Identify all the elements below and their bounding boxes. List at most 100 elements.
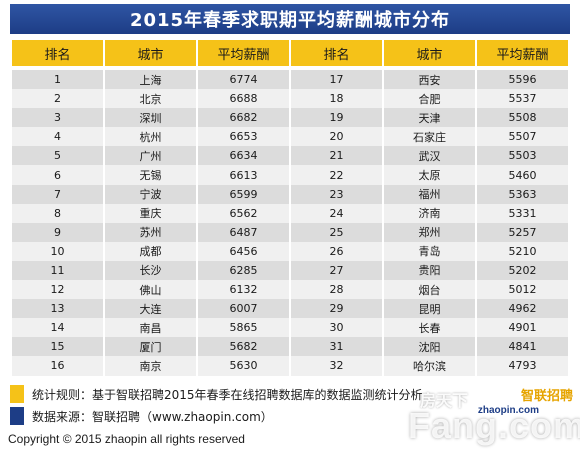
rank-cell: 28: [291, 280, 382, 300]
city-cell: 沈阳: [384, 337, 475, 357]
salary-cell: 5630: [198, 356, 289, 376]
salary-cell: 5682: [198, 337, 289, 357]
salary-cell: 5507: [477, 127, 568, 147]
salary-cell: 6682: [198, 108, 289, 128]
rank-cell: 30: [291, 318, 382, 338]
salary-cell: 6688: [198, 89, 289, 109]
rank-cell: 20: [291, 127, 382, 147]
city-cell: 哈尔滨: [384, 356, 475, 376]
city-cell: 厦门: [105, 337, 196, 357]
rank-cell: 3: [12, 108, 103, 128]
salary-cell: 5508: [477, 108, 568, 128]
city-cell: 石家庄: [384, 127, 475, 147]
salary-cell: 5363: [477, 184, 568, 204]
table-row: 3 深圳 6682 19 天津 5508: [12, 108, 568, 128]
salary-cell: 6562: [198, 203, 289, 223]
rank-cell: 10: [12, 241, 103, 261]
rank-cell: 15: [12, 337, 103, 357]
rank-cell: 11: [12, 260, 103, 281]
table-row: 8 重庆 6562 24 济南 5331: [12, 203, 568, 223]
salary-cell: 6456: [198, 241, 289, 261]
city-cell: 重庆: [105, 203, 196, 223]
column-header: 城市: [384, 40, 475, 70]
table-row: 14 南昌 5865 30 长春 4901: [12, 318, 568, 338]
column-header: 平均薪酬: [477, 40, 568, 70]
rank-cell: 19: [291, 108, 382, 128]
city-cell: 贵阳: [384, 260, 475, 281]
city-cell: 上海: [105, 70, 196, 90]
table-row: 7 宁波 6599 23 福州 5363: [12, 184, 568, 204]
salary-cell: 6599: [198, 184, 289, 204]
rank-cell: 22: [291, 165, 382, 185]
city-cell: 郑州: [384, 222, 475, 242]
salary-cell: 6634: [198, 146, 289, 166]
city-cell: 天津: [384, 108, 475, 128]
city-cell: 长春: [384, 318, 475, 338]
city-cell: 长沙: [105, 260, 196, 281]
rank-cell: 4: [12, 127, 103, 147]
city-cell: 西安: [384, 70, 475, 90]
salary-cell: 5012: [477, 280, 568, 300]
city-cell: 杭州: [105, 127, 196, 147]
data-source-note: 数据来源：智联招聘（www.zhaopin.com）: [10, 405, 570, 427]
copyright-text: Copyright © 2015 zhaopin all rights rese…: [8, 432, 245, 446]
city-cell: 合肥: [384, 89, 475, 109]
salary-cell: 6285: [198, 260, 289, 281]
salary-cell: 5537: [477, 89, 568, 109]
rank-cell: 31: [291, 337, 382, 357]
table-row: 2 北京 6688 18 合肥 5537: [12, 89, 568, 109]
rank-cell: 14: [12, 318, 103, 338]
salary-cell: 5865: [198, 318, 289, 338]
rank-cell: 5: [12, 146, 103, 166]
rank-cell: 8: [12, 203, 103, 223]
city-cell: 青岛: [384, 241, 475, 261]
salary-cell: 5210: [477, 241, 568, 261]
salary-cell: 6653: [198, 127, 289, 147]
city-cell: 烟台: [384, 280, 475, 300]
yellow-square-icon: [10, 385, 24, 403]
table-row: 13 大连 6007 29 昆明 4962: [12, 299, 568, 319]
city-cell: 佛山: [105, 280, 196, 300]
salary-cell: 5460: [477, 165, 568, 185]
rank-cell: 6: [12, 165, 103, 185]
city-cell: 深圳: [105, 108, 196, 128]
column-header: 平均薪酬: [198, 40, 289, 70]
stat-rule-note: 统计规则：基于智联招聘2015年春季在线招聘数据库的数据监测统计分析: [10, 383, 570, 405]
rank-cell: 32: [291, 356, 382, 376]
rank-cell: 17: [291, 70, 382, 90]
column-header: 排名: [12, 40, 103, 70]
salary-cell: 6613: [198, 165, 289, 185]
stat-rule-text: 统计规则：基于智联招聘2015年春季在线招聘数据库的数据监测统计分析: [32, 387, 423, 402]
salary-ranking-table: 排名 城市 平均薪酬 排名 城市 平均薪酬 1 上海 6774 17 西安 5596 2 北京 6688 1…: [10, 40, 570, 376]
city-cell: 太原: [384, 165, 475, 185]
table-row: 11 长沙 6285 27 贵阳 5202: [12, 260, 568, 281]
city-cell: 武汉: [384, 146, 475, 166]
rank-cell: 16: [12, 356, 103, 376]
city-cell: 无锡: [105, 165, 196, 185]
rank-cell: 24: [291, 203, 382, 223]
city-cell: 南昌: [105, 318, 196, 338]
table-row: 1 上海 6774 17 西安 5596: [12, 70, 568, 90]
title-bar: 2015年春季求职期平均薪酬城市分布: [10, 4, 570, 34]
city-cell: 宁波: [105, 184, 196, 204]
zhaopin-logo-en: zhaopin.com: [477, 405, 539, 416]
salary-cell: 5331: [477, 203, 568, 223]
rank-cell: 12: [12, 280, 103, 300]
table-row: 5 广州 6634 21 武汉 5503: [12, 146, 568, 166]
rank-cell: 9: [12, 222, 103, 242]
rank-cell: 26: [291, 241, 382, 261]
city-cell: 昆明: [384, 299, 475, 319]
zhaopin-logo-cn: 智联招聘: [520, 389, 573, 404]
rank-cell: 29: [291, 299, 382, 319]
city-cell: 大连: [105, 299, 196, 319]
column-header: 城市: [105, 40, 196, 70]
table-row: 12 佛山 6132 28 烟台 5012: [12, 280, 568, 300]
table-row: 16 南京 5630 32 哈尔滨 4793: [12, 356, 568, 376]
table-row: 10 成都 6456 26 青岛 5210: [12, 241, 568, 261]
salary-cell: 5257: [477, 222, 568, 242]
table-row: 9 苏州 6487 25 郑州 5257: [12, 222, 568, 242]
table-header-row: 排名 城市 平均薪酬 排名 城市 平均薪酬: [12, 40, 568, 70]
blue-square-icon: [10, 407, 24, 425]
rank-cell: 18: [291, 89, 382, 109]
column-header: 排名: [291, 40, 382, 70]
